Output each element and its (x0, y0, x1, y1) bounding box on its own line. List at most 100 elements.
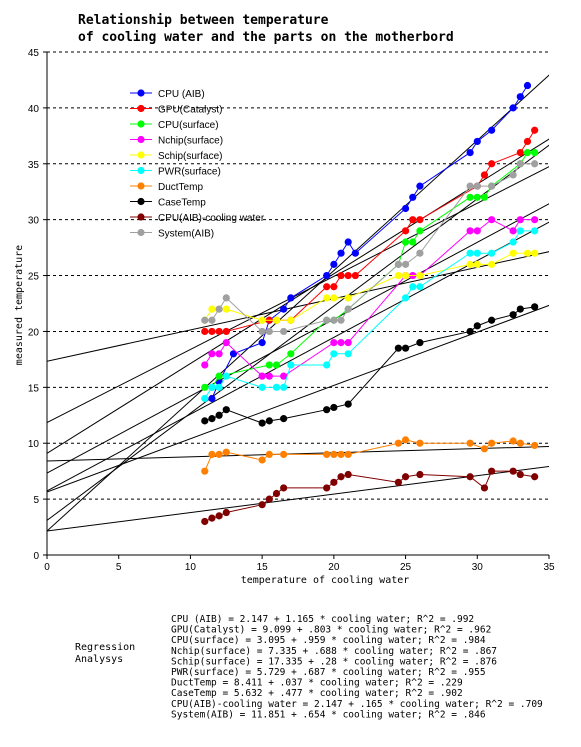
data-point (488, 439, 496, 447)
y-tick-label: 0 (33, 551, 39, 562)
data-point (344, 294, 352, 302)
regression-equation: CPU(surface) = 3.095 + .959 * cooling wa… (171, 635, 486, 646)
legend-swatch-marker (137, 228, 145, 237)
data-point (201, 394, 209, 403)
series-line-1 (204, 129, 536, 332)
legend-item-8: CPU(AIB)-cooling water (130, 213, 265, 224)
regression-analysis: Regression Analysys CPU (AIB) = 2.147 + … (75, 614, 543, 720)
legend-label: GPU(Catalyst) (158, 105, 222, 116)
tick-labels: 0 5 10 15 20 25 30 35 0 5 10 15 20 25 30 35 40 45 (28, 48, 555, 573)
data-point (509, 227, 517, 235)
data-point (208, 394, 216, 403)
data-point (201, 383, 209, 391)
data-point (344, 470, 352, 479)
data-point (323, 361, 331, 369)
data-point (394, 271, 402, 280)
series-8 (201, 467, 539, 526)
y-tick-label: 10 (28, 439, 40, 450)
data-point (323, 450, 331, 458)
legend-swatch-marker (137, 197, 145, 206)
legend-swatch-marker (137, 89, 145, 97)
data-point (416, 470, 424, 479)
data-point (201, 316, 209, 324)
series-4 (201, 249, 539, 324)
data-point (344, 305, 352, 313)
data-point (531, 303, 539, 311)
legend-item-1: GPU(Catalyst) (130, 105, 222, 116)
data-point (258, 383, 266, 391)
regression-line-1 (47, 138, 549, 454)
data-point (480, 193, 489, 201)
data-point (401, 227, 410, 235)
data-point (488, 160, 496, 168)
chart-title-line-2: of cooling water and the parts on the mo… (78, 30, 454, 45)
data-point (509, 238, 517, 246)
data-point (265, 361, 273, 369)
data-point (488, 182, 496, 190)
series-5 (201, 227, 539, 403)
x-tick-label: 20 (328, 562, 340, 573)
legend-label: CPU(AIB)-cooling water (158, 213, 265, 224)
data-point (509, 467, 517, 475)
data-point (201, 361, 209, 369)
data-point (466, 227, 474, 235)
legend-item-2: CPU(surface) (130, 120, 219, 131)
data-point (280, 327, 288, 336)
data-point (509, 437, 517, 445)
data-point (466, 439, 474, 447)
data-point (416, 271, 424, 280)
data-point (222, 294, 230, 302)
data-point (401, 344, 410, 352)
data-point (466, 249, 474, 257)
data-point (208, 383, 216, 391)
data-point (488, 316, 496, 324)
legend-item-7: CaseTemp (130, 198, 206, 209)
data-point (201, 517, 209, 526)
data-point (280, 383, 288, 391)
data-point (516, 305, 524, 313)
data-point (523, 249, 532, 257)
legend-swatch-marker (137, 166, 145, 175)
data-point (323, 484, 331, 492)
data-point (416, 439, 424, 447)
legend-label: Schip(surface) (158, 151, 222, 162)
data-point (258, 327, 266, 336)
regression-line-5 (47, 221, 549, 492)
data-point (516, 160, 524, 168)
data-point (201, 467, 209, 475)
data-point (473, 322, 481, 330)
data-point (258, 501, 266, 509)
data-point (258, 456, 266, 464)
y-tick-label: 20 (28, 327, 40, 338)
data-point (215, 327, 223, 336)
data-point (473, 260, 481, 268)
data-point (272, 489, 281, 498)
y-tick-label: 5 (33, 495, 39, 506)
data-point (344, 450, 352, 458)
legend-swatch-marker (137, 151, 145, 159)
data-point (258, 339, 266, 347)
data-point (222, 339, 230, 347)
regression-equation: CPU(AIB)-cooling water = 2.147 + .165 * … (171, 699, 543, 710)
data-point (280, 415, 288, 423)
legend-label: Nchip(surface) (158, 136, 223, 147)
data-point (473, 193, 481, 201)
data-point (351, 249, 359, 257)
data-point (215, 411, 223, 419)
axes (46, 52, 549, 556)
data-point (401, 260, 410, 268)
data-point (344, 400, 352, 408)
data-point (287, 316, 295, 324)
data-point (409, 216, 417, 224)
data-point (330, 450, 338, 458)
legend-item-0: CPU (AIB) (130, 89, 205, 100)
data-point (344, 271, 352, 280)
data-point (416, 339, 424, 347)
data-point (265, 372, 273, 380)
legend-swatch-marker (137, 104, 145, 113)
data-point (201, 417, 209, 425)
data-point (323, 271, 331, 280)
data-point (531, 473, 539, 481)
data-point (509, 311, 517, 319)
data-point (337, 473, 345, 481)
